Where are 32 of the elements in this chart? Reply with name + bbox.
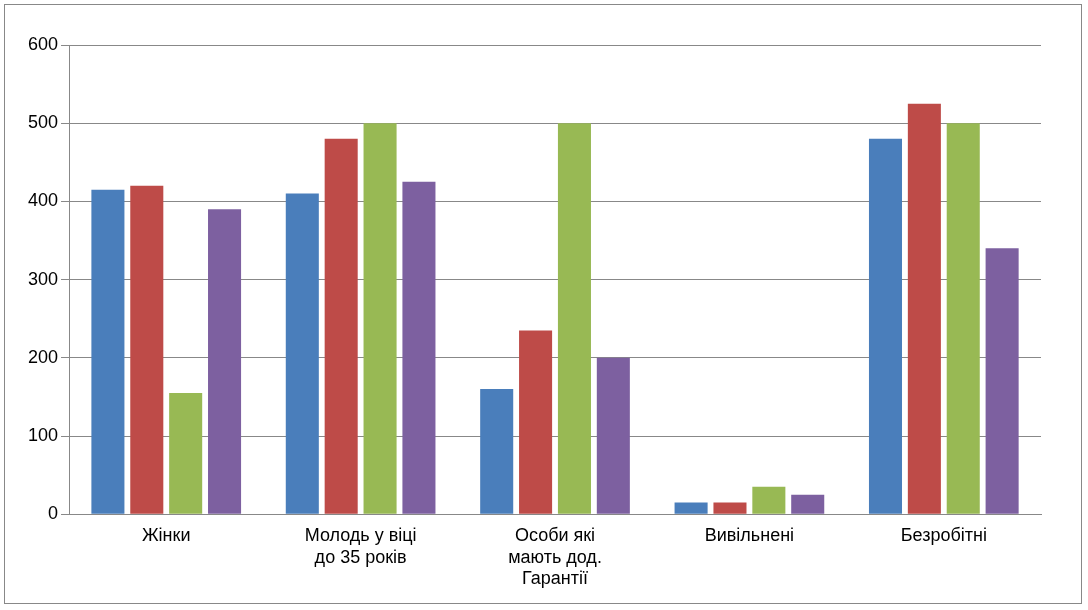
bar (285, 193, 319, 514)
bar (91, 189, 125, 514)
bar (791, 494, 825, 514)
bar (946, 123, 980, 514)
bar (868, 138, 903, 514)
bar (519, 330, 553, 514)
bar (402, 181, 436, 514)
x-tick-label: Молодь у віці до 35 років (304, 524, 417, 567)
y-tick-label: 600 (27, 33, 59, 54)
bar (674, 502, 708, 514)
bar (324, 138, 358, 514)
bar (130, 185, 164, 514)
x-tick-label: Особи які мають дод. Гарантії (508, 524, 602, 589)
x-tick-label: Жінки (141, 524, 191, 545)
bar (363, 123, 397, 514)
bar (752, 486, 786, 514)
x-tick-label: Вивільнені (704, 524, 795, 545)
bar (907, 103, 941, 514)
y-tick-label: 100 (27, 424, 59, 445)
y-tick-label: 300 (27, 268, 59, 289)
y-tick-label: 0 (48, 503, 59, 524)
y-tick-label: 500 (27, 112, 59, 133)
y-tick-label: 400 (27, 190, 59, 211)
bar (208, 209, 242, 514)
bar (480, 389, 514, 514)
bar (985, 248, 1019, 514)
bar (713, 502, 747, 514)
x-tick-label: Безробітні (900, 524, 987, 545)
bar (169, 392, 203, 514)
bar (557, 123, 591, 514)
bar (596, 357, 630, 514)
y-tick-label: 200 (27, 346, 59, 367)
